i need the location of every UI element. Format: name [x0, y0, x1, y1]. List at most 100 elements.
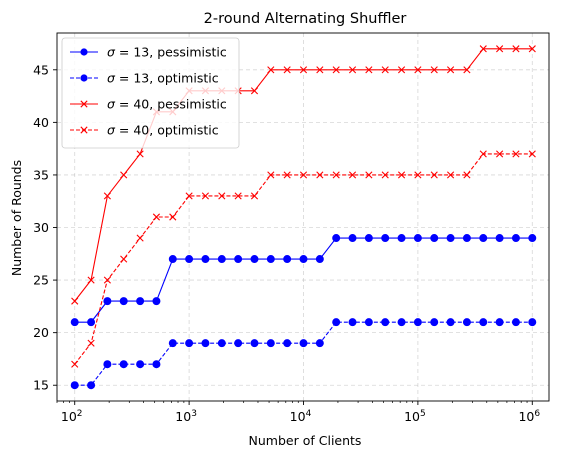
- data-point: [414, 66, 422, 74]
- data-point: [511, 234, 520, 243]
- data-point: [496, 45, 504, 53]
- y-tick-label: 45: [33, 62, 49, 77]
- x-tick-label: 106: [518, 409, 540, 424]
- data-point: [217, 339, 226, 348]
- data-point: [266, 339, 275, 348]
- y-tick-label: 40: [33, 115, 49, 130]
- data-point: [348, 234, 357, 243]
- data-point: [381, 318, 390, 327]
- data-point: [152, 213, 161, 221]
- series-4: [71, 150, 536, 368]
- data-point: [446, 66, 455, 74]
- data-point: [397, 66, 406, 74]
- chart-title: 2-round Alternating Shuffler: [204, 11, 407, 27]
- data-point: [234, 255, 243, 264]
- data-point: [446, 234, 455, 243]
- data-point: [283, 339, 292, 348]
- data-point: [299, 171, 308, 179]
- data-point: [430, 318, 439, 327]
- data-point: [332, 318, 341, 327]
- data-point: [266, 255, 275, 264]
- data-point: [169, 213, 177, 221]
- x-tick-label: 104: [290, 409, 312, 424]
- data-point: [430, 171, 438, 179]
- data-point: [120, 171, 128, 179]
- data-point: [136, 234, 144, 242]
- data-point: [397, 234, 406, 243]
- y-tick-label: 20: [33, 325, 49, 340]
- data-point: [152, 360, 161, 369]
- data-point: [283, 66, 291, 74]
- data-point: [168, 339, 177, 348]
- data-point: [119, 297, 128, 306]
- data-point: [364, 234, 373, 243]
- data-point: [103, 360, 112, 369]
- data-point: [332, 171, 340, 179]
- data-point: [430, 234, 439, 243]
- data-point: [512, 150, 520, 158]
- data-point: [119, 360, 128, 369]
- data-point: [528, 150, 536, 158]
- legend-label: σ = 13, optimistic: [107, 71, 219, 86]
- data-point: [528, 234, 537, 243]
- data-point: [299, 66, 308, 74]
- data-point: [332, 66, 340, 74]
- y-axis-ticks: 15 20 25 30 35 40 45: [33, 62, 57, 393]
- legend-marker: [80, 48, 88, 56]
- data-point: [495, 234, 504, 243]
- data-point: [479, 318, 488, 327]
- legend-item: σ = 40, optimistic: [70, 123, 219, 138]
- legend-label: σ = 40, pessimistic: [107, 97, 227, 112]
- data-point: [70, 318, 79, 327]
- data-point: [332, 234, 341, 243]
- data-point: [250, 339, 259, 348]
- series-2: [70, 318, 537, 390]
- data-point: [87, 276, 95, 284]
- data-point: [250, 255, 259, 264]
- x-axis-ticks: 102 103 104 105 106: [56, 401, 540, 424]
- data-point: [267, 171, 275, 179]
- data-point: [413, 318, 422, 327]
- data-point: [512, 45, 520, 53]
- data-point: [495, 318, 504, 327]
- legend-item: σ = 40, pessimistic: [70, 97, 227, 112]
- data-point: [152, 297, 161, 306]
- data-point: [315, 339, 324, 348]
- data-point: [250, 192, 259, 200]
- data-point: [315, 255, 324, 264]
- data-point: [430, 66, 438, 74]
- x-axis-label: Number of Clients: [249, 433, 362, 448]
- data-point: [120, 255, 128, 263]
- data-point: [185, 255, 194, 264]
- data-point: [381, 234, 390, 243]
- data-point: [446, 171, 455, 179]
- legend: σ = 13, pessimistic σ = 13, optimistic σ =…: [61, 37, 240, 149]
- data-point: [413, 234, 422, 243]
- data-point: [479, 150, 487, 158]
- data-point: [136, 360, 145, 369]
- y-tick-label: 30: [33, 220, 49, 235]
- data-point: [87, 381, 96, 390]
- data-point: [381, 171, 389, 179]
- legend-label: σ = 40, optimistic: [107, 123, 219, 138]
- legend-label: σ = 13, pessimistic: [107, 45, 227, 60]
- data-point: [299, 255, 308, 264]
- data-point: [414, 171, 422, 179]
- data-point: [218, 192, 226, 200]
- data-point: [397, 318, 406, 327]
- axes-frame: [56, 32, 550, 402]
- data-point: [365, 66, 373, 74]
- data-point: [283, 255, 292, 264]
- x-tick-label: 103: [175, 409, 197, 424]
- data-point: [283, 171, 291, 179]
- data-point: [528, 45, 536, 53]
- data-point: [71, 360, 79, 368]
- data-point: [463, 66, 471, 74]
- y-tick-label: 25: [33, 273, 49, 288]
- data-point: [201, 192, 210, 200]
- data-point: [201, 255, 210, 264]
- data-point: [87, 318, 96, 327]
- legend-item: σ = 13, optimistic: [70, 71, 219, 86]
- data-point: [463, 171, 471, 179]
